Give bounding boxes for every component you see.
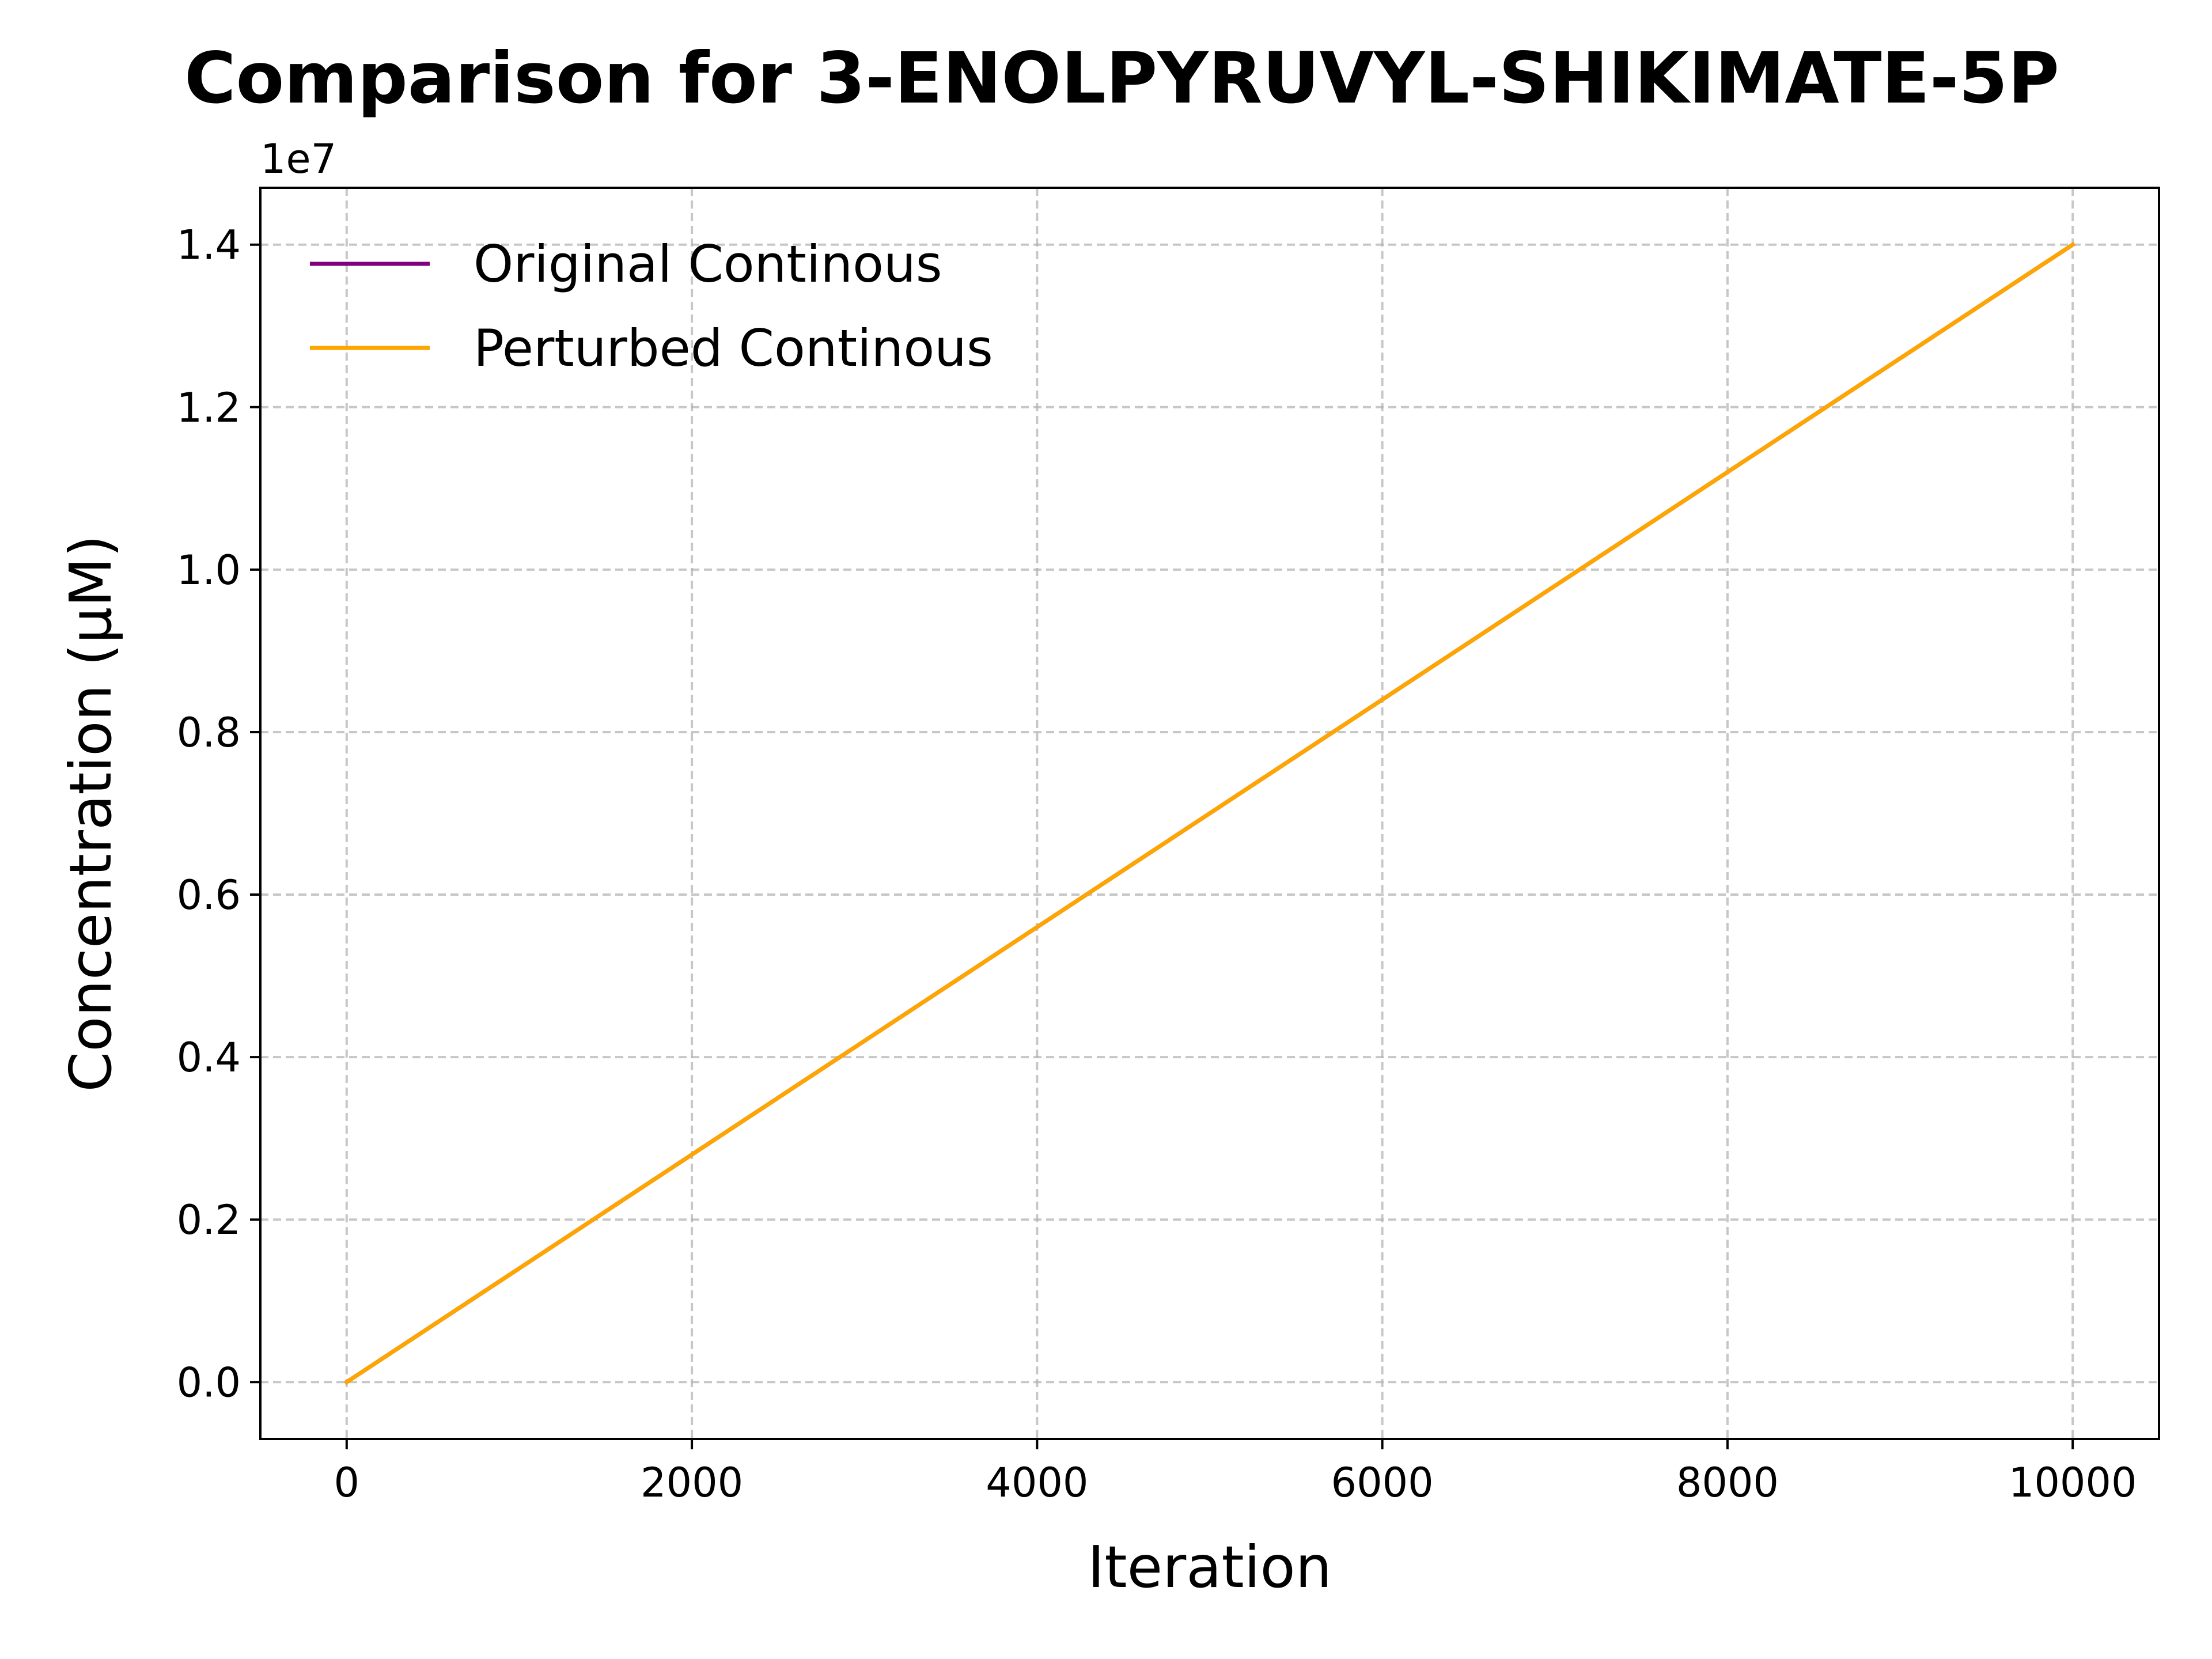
y-axis-offset-label: 1e7 <box>260 135 336 183</box>
y-tick-label: 1.2 <box>177 384 241 431</box>
y-axis-ticks: 0.0 0.2 0.4 0.6 0.8 1.0 1.2 1.4 <box>177 222 260 1406</box>
y-axis-label: Concentration (μM) <box>57 535 124 1092</box>
chart-title: Comparison for 3-ENOLPYRUVYL-SHIKIMATE-5… <box>184 37 2059 119</box>
series-line-perturbed-continous <box>343 241 2076 1385</box>
x-tick-label: 10000 <box>2009 1459 2137 1506</box>
y-tick-label: 1.0 <box>177 547 241 594</box>
x-axis-label: Iteration <box>1088 1533 1332 1601</box>
y-tick-label: 0.8 <box>177 709 241 756</box>
legend: Original Continous Perturbed Continous <box>310 234 993 378</box>
y-tick-label: 0.2 <box>177 1196 241 1244</box>
x-tick-label: 2000 <box>641 1459 743 1506</box>
legend-label-original-continous: Original Continous <box>474 234 942 294</box>
y-tick-label: 0.0 <box>177 1359 241 1406</box>
grid <box>260 188 2159 1439</box>
plot-frame <box>259 187 2160 1440</box>
plot-series <box>343 241 2076 1385</box>
x-tick-label: 8000 <box>1676 1459 1779 1506</box>
y-tick-label: 0.6 <box>177 872 241 919</box>
y-tick-label: 1.4 <box>177 222 241 269</box>
x-tick-label: 6000 <box>1331 1459 1434 1506</box>
x-tick-label: 0 <box>334 1459 360 1506</box>
y-tick-label: 0.4 <box>177 1034 241 1081</box>
legend-label-perturbed-continous: Perturbed Continous <box>474 319 993 378</box>
x-tick-label: 4000 <box>986 1459 1088 1506</box>
x-axis-ticks: 0 2000 4000 6000 8000 10000 <box>334 1439 2137 1506</box>
